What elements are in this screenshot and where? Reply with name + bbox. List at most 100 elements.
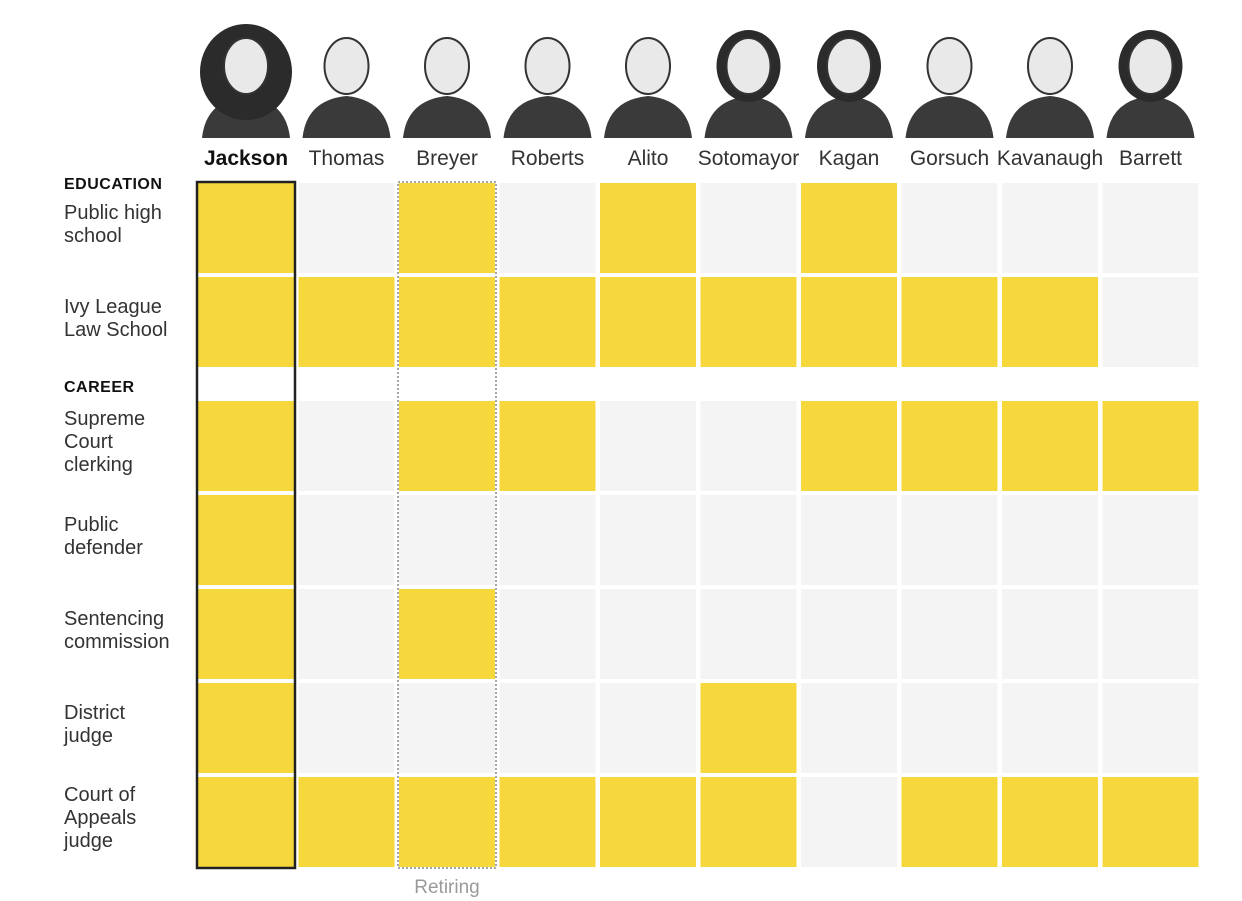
column-label-gorsuch: Gorsuch <box>910 147 989 170</box>
row-label: Sentencing <box>64 608 164 630</box>
cell-barrett <box>1102 495 1199 585</box>
row-label: judge <box>63 725 113 747</box>
cell-barrett <box>1102 589 1199 679</box>
cell-alito <box>600 495 696 585</box>
row-label: Supreme <box>64 408 145 430</box>
row-label: school <box>64 225 122 247</box>
row-label: Ivy League <box>64 296 162 318</box>
cell-roberts <box>499 777 596 867</box>
cell-barrett <box>1102 401 1199 491</box>
cell-sotomayor <box>700 777 797 867</box>
column-label-sotomayor: Sotomayor <box>698 147 800 170</box>
cell-kavanaugh <box>1002 495 1098 585</box>
cell-alito <box>600 401 696 491</box>
cell-jackson <box>198 401 294 491</box>
cell-kagan <box>801 683 897 773</box>
cell-kavanaugh <box>1002 401 1098 491</box>
cell-kavanaugh <box>1002 277 1098 367</box>
cell-roberts <box>499 183 596 273</box>
portrait-kavanaugh <box>1006 37 1094 138</box>
cell-alito <box>600 777 696 867</box>
cell-gorsuch <box>901 589 998 679</box>
row-label: judge <box>63 830 113 852</box>
cell-thomas <box>298 401 395 491</box>
portrait-roberts <box>503 37 592 138</box>
row-label: clerking <box>64 454 133 476</box>
cell-breyer <box>399 183 495 273</box>
retiring-label: Retiring <box>414 877 479 898</box>
cell-roberts <box>499 495 596 585</box>
section-heading: EDUCATION <box>64 176 162 193</box>
cell-kavanaugh <box>1002 683 1098 773</box>
cell-kagan <box>801 183 897 273</box>
highlight-frame <box>195 180 297 870</box>
cell-kavanaugh <box>1002 589 1098 679</box>
row-label: Law School <box>64 319 167 341</box>
cell-roberts <box>499 683 596 773</box>
cell-sotomayor <box>700 589 797 679</box>
row-label: District <box>64 702 126 724</box>
cell-breyer <box>399 277 495 367</box>
cell-roberts <box>499 401 596 491</box>
cell-sotomayor <box>700 183 797 273</box>
cell-jackson <box>198 589 294 679</box>
cell-breyer <box>399 777 495 867</box>
column-label-thomas: Thomas <box>309 147 385 170</box>
cell-kavanaugh <box>1002 777 1098 867</box>
cell-sotomayor <box>700 495 797 585</box>
portrait-gorsuch <box>905 37 994 138</box>
column-label-alito: Alito <box>628 147 669 170</box>
column-label-kavanaugh: Kavanaugh <box>997 147 1103 170</box>
cell-jackson <box>198 777 294 867</box>
cell-gorsuch <box>901 277 998 367</box>
cell-barrett <box>1102 277 1199 367</box>
cell-alito <box>600 277 696 367</box>
portrait-barrett <box>1106 30 1195 138</box>
cell-gorsuch <box>901 683 998 773</box>
cell-gorsuch <box>901 401 998 491</box>
cell-roberts <box>499 277 596 367</box>
cell-thomas <box>298 683 395 773</box>
cell-jackson <box>198 183 294 273</box>
cell-thomas <box>298 589 395 679</box>
cell-breyer <box>399 495 495 585</box>
column-label-barrett: Barrett <box>1119 147 1182 170</box>
row-label: Public <box>64 514 118 536</box>
portrait-thomas <box>302 37 391 138</box>
cell-breyer <box>399 683 495 773</box>
cell-thomas <box>298 495 395 585</box>
cell-kagan <box>801 589 897 679</box>
cell-jackson <box>198 683 294 773</box>
row-label: Public high <box>64 202 162 224</box>
cell-jackson <box>198 277 294 367</box>
cell-kagan <box>801 495 897 585</box>
cell-kagan <box>801 277 897 367</box>
column-label-jackson: Jackson <box>204 147 288 170</box>
cell-sotomayor <box>700 401 797 491</box>
cell-sotomayor <box>700 683 797 773</box>
row-label: commission <box>64 631 170 653</box>
retiring-frame <box>397 181 497 869</box>
portrait-breyer <box>403 37 491 138</box>
cell-roberts <box>499 589 596 679</box>
row-label: defender <box>64 537 143 559</box>
cell-kavanaugh <box>1002 183 1098 273</box>
portrait-jackson <box>200 24 292 138</box>
column-label-breyer: Breyer <box>416 147 478 170</box>
column-label-kagan: Kagan <box>819 147 880 170</box>
column-label-roberts: Roberts <box>511 147 585 170</box>
row-label: Court <box>64 431 113 453</box>
cell-barrett <box>1102 683 1199 773</box>
cell-barrett <box>1102 183 1199 273</box>
cell-alito <box>600 183 696 273</box>
cell-gorsuch <box>901 495 998 585</box>
cell-alito <box>600 589 696 679</box>
cell-kagan <box>801 401 897 491</box>
cell-gorsuch <box>901 777 998 867</box>
cell-alito <box>600 683 696 773</box>
cell-thomas <box>298 777 395 867</box>
row-label: Appeals <box>64 807 136 829</box>
cell-thomas <box>298 277 395 367</box>
portrait-kagan <box>805 30 893 138</box>
